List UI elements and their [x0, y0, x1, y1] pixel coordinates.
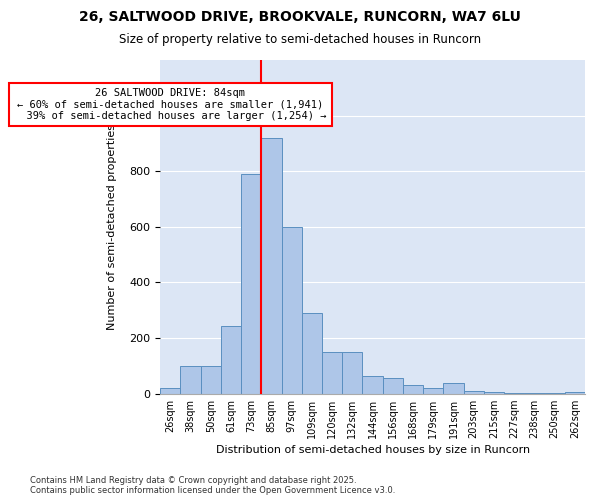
Y-axis label: Number of semi-detached properties: Number of semi-detached properties: [107, 124, 117, 330]
Bar: [443, 382, 464, 394]
Bar: [504, 393, 524, 394]
Bar: [484, 392, 504, 394]
Bar: [302, 313, 322, 394]
Bar: [403, 386, 423, 394]
Bar: [423, 388, 443, 394]
Bar: [524, 393, 545, 394]
Bar: [362, 376, 383, 394]
Bar: [181, 366, 200, 394]
Bar: [322, 352, 342, 394]
Bar: [565, 392, 585, 394]
Bar: [464, 391, 484, 394]
Text: 26 SALTWOOD DRIVE: 84sqm
← 60% of semi-detached houses are smaller (1,941)
  39%: 26 SALTWOOD DRIVE: 84sqm ← 60% of semi-d…: [14, 88, 326, 121]
Bar: [383, 378, 403, 394]
X-axis label: Distribution of semi-detached houses by size in Runcorn: Distribution of semi-detached houses by …: [215, 445, 530, 455]
Bar: [160, 388, 181, 394]
Text: Contains HM Land Registry data © Crown copyright and database right 2025.
Contai: Contains HM Land Registry data © Crown c…: [30, 476, 395, 495]
Bar: [342, 352, 362, 394]
Bar: [200, 366, 221, 394]
Bar: [221, 326, 241, 394]
Bar: [241, 174, 262, 394]
Text: 26, SALTWOOD DRIVE, BROOKVALE, RUNCORN, WA7 6LU: 26, SALTWOOD DRIVE, BROOKVALE, RUNCORN, …: [79, 10, 521, 24]
Bar: [545, 393, 565, 394]
Bar: [262, 138, 281, 394]
Text: Size of property relative to semi-detached houses in Runcorn: Size of property relative to semi-detach…: [119, 32, 481, 46]
Bar: [281, 227, 302, 394]
